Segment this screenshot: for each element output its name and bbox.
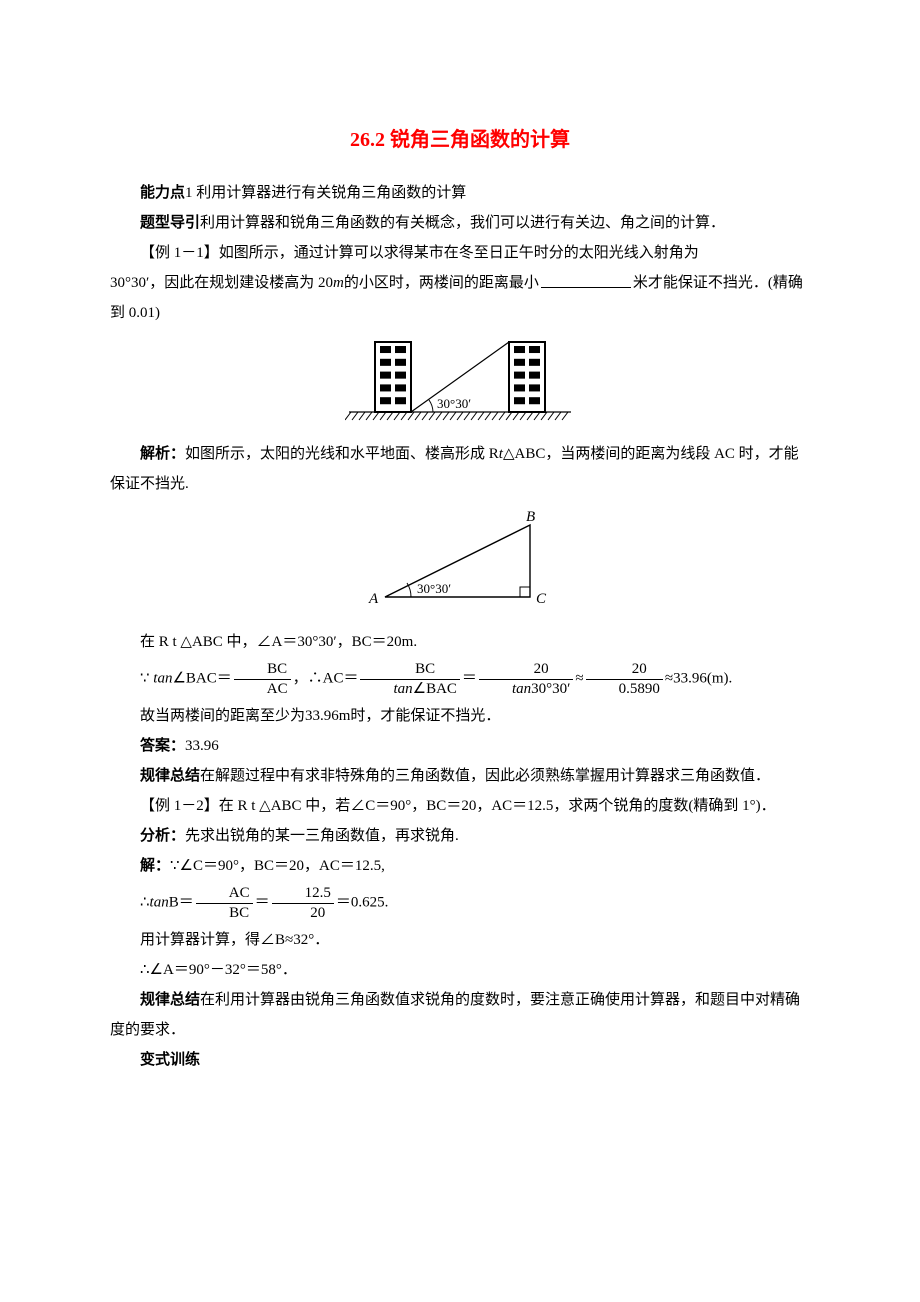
eq1-so: ，∴AC＝ <box>293 670 359 686</box>
eq1-tan: tan <box>153 670 172 686</box>
eq2-f1d: BC <box>196 903 253 922</box>
type-guide-label: 题型导引 <box>140 215 200 231</box>
rule-text-2: 在利用计算器由锐角三角函数值求锐角的度数时，要注意正确使用计算器，和题目中对精确… <box>110 992 800 1038</box>
angle-A-text: ∴∠A＝90°－32°＝58°． <box>140 962 297 978</box>
rule-summary-1: 规律总结在解题过程中有求非特殊角的三角函数值，因此必须熟练掌握用计算器求三角函数… <box>110 761 810 791</box>
eq1-f1d: AC <box>234 679 291 698</box>
rt-abc-text: 在 R t △ABC 中，∠A＝30°30′，BC＝20m. <box>140 634 417 650</box>
eq2-pre: ∴ <box>140 894 150 910</box>
analysis-2-label: 分析： <box>140 828 185 844</box>
figure-2: A B C 30°30′ <box>350 507 570 612</box>
svg-text:C: C <box>536 591 547 607</box>
example-1-1-line1: 【例 1－1】如图所示，通过计算可以求得某市在冬至日正午时分的太阳光线入射角为 <box>110 238 810 268</box>
in-rt-abc: 在 R t △ABC 中，∠A＝30°30′，BC＝20m. <box>110 627 810 657</box>
eq2-tan: tan <box>150 894 169 910</box>
example-1-1-line2: 30°30′，因此在规划建设楼高为 20m的小区时，两楼间的距离最小米才能保证不… <box>110 268 810 328</box>
eq2-frac-2: 12.520 <box>272 885 334 921</box>
solution-2: 解：∵∠C＝90°，BC＝20，AC＝12.5, <box>110 851 810 881</box>
eq2-B: B＝ <box>169 894 194 910</box>
eq1-tail: ≈33.96(m). <box>665 670 732 686</box>
conclusion-1-text: 故当两楼间的距离至少为33.96m时，才能保证不挡光． <box>140 708 500 724</box>
rule-label-2: 规律总结 <box>140 992 200 1008</box>
eq1-f2d-tan: tan <box>393 681 412 697</box>
ability-label: 能力点 <box>140 185 185 201</box>
example-1-2: 【例 1－2】在 R t △ABC 中，若∠C＝90°，BC＝20，AC＝12.… <box>110 791 810 821</box>
eq2-eq: ＝ <box>255 894 270 910</box>
analysis-2-text: 先求出锐角的某一三角函数值，再求锐角. <box>185 828 459 844</box>
eq1-eq: ＝ <box>462 670 477 686</box>
eq1-f1n: BC <box>234 661 291 679</box>
calc-result-text: 用计算器计算，得∠B≈32°． <box>140 932 329 948</box>
eq2-frac-1: ACBC <box>196 885 253 921</box>
eq2-tail: ＝0.625. <box>336 894 389 910</box>
analysis-1: 解析：如图所示，太阳的光线和水平地面、楼高形成 Rt△ABC，当两楼间的距离为线… <box>110 439 810 499</box>
eq1-f3d: tan30°30′ <box>479 679 573 698</box>
eq1-f4n: 20 <box>586 661 663 679</box>
eq2-f1n: AC <box>196 885 253 903</box>
type-guide: 题型导引利用计算器和锐角三角函数的有关概念，我们可以进行有关边、角之间的计算． <box>110 208 810 238</box>
svg-text:30°30′: 30°30′ <box>417 581 451 596</box>
ex11-text-a: 【例 1－1】如图所示，通过计算可以求得某市在冬至日正午时分的太阳光线入射角为 <box>140 245 699 261</box>
unit-m: m <box>333 275 344 291</box>
answer-1: 答案：33.96 <box>110 731 810 761</box>
ability-text: 1 利用计算器进行有关锐角三角函数的计算 <box>185 185 466 201</box>
equation-2: ∴tanB＝ACBC＝12.520＝0.625. <box>110 885 810 921</box>
variant-training: 变式训练 <box>110 1045 810 1075</box>
rule-text-1: 在解题过程中有求非特殊角的三角函数值，因此必须熟练掌握用计算器求三角函数值． <box>200 768 770 784</box>
angle-A: ∴∠A＝90°－32°＝58°． <box>110 955 810 985</box>
solution-text: ∵∠C＝90°，BC＝20，AC＝12.5, <box>170 858 385 874</box>
figure-1-wrap: 30°30′ <box>110 336 810 435</box>
conclusion-1: 故当两楼间的距离至少为33.96m时，才能保证不挡光． <box>110 701 810 731</box>
ex11-text-c: 的小区时，两楼间的距离最小 <box>344 275 539 291</box>
blank-underline <box>541 271 631 289</box>
analysis-text-a: 如图所示，太阳的光线和水平地面、楼高形成 R <box>185 446 499 462</box>
eq1-f3n: 20 <box>479 661 573 679</box>
equation-1: ∵ tan∠BAC＝BCAC，∴AC＝BCtan∠BAC＝20tan30°30′… <box>110 661 810 697</box>
eq1-frac-3: 20tan30°30′ <box>479 661 573 697</box>
eq1-f2d-rest: ∠BAC <box>413 681 457 697</box>
analysis-2: 分析：先求出锐角的某一三角函数值，再求锐角. <box>110 821 810 851</box>
eq1-f2d: tan∠BAC <box>360 679 459 698</box>
ex11-text-b: 30°30′，因此在规划建设楼高为 20 <box>110 275 333 291</box>
eq1-f4d: 0.5890 <box>586 679 663 698</box>
rule-summary-2: 规律总结在利用计算器由锐角三角函数值求锐角的度数时，要注意正确使用计算器，和题目… <box>110 985 810 1045</box>
variant-label: 变式训练 <box>140 1052 200 1068</box>
ex12-text: 【例 1－2】在 R t △ABC 中，若∠C＝90°，BC＝20，AC＝12.… <box>140 798 776 814</box>
ability-point: 能力点1 利用计算器进行有关锐角三角函数的计算 <box>110 178 810 208</box>
eq1-pre: ∵ <box>140 670 150 686</box>
eq2-f2d: 20 <box>272 903 334 922</box>
section-title: 26.2 锐角三角函数的计算 <box>110 120 810 160</box>
eq2-f2n: 12.5 <box>272 885 334 903</box>
page: 26.2 锐角三角函数的计算 能力点1 利用计算器进行有关锐角三角函数的计算 题… <box>0 0 920 1135</box>
eq1-approx: ≈ <box>575 670 583 686</box>
eq1-ang: ∠BAC＝ <box>172 670 231 686</box>
answer-value: 33.96 <box>185 738 219 754</box>
answer-label: 答案： <box>140 738 185 754</box>
svg-text:B: B <box>526 509 535 525</box>
calc-result: 用计算器计算，得∠B≈32°． <box>110 925 810 955</box>
eq1-f2n: BC <box>360 661 459 679</box>
eq1-frac-1: BCAC <box>234 661 291 697</box>
svg-text:30°30′: 30°30′ <box>437 396 471 411</box>
figure-1: 30°30′ <box>345 336 575 424</box>
type-guide-text: 利用计算器和锐角三角函数的有关概念，我们可以进行有关边、角之间的计算． <box>200 215 725 231</box>
analysis-label: 解析： <box>140 446 185 462</box>
eq1-f3d-rest: 30°30′ <box>531 681 570 697</box>
svg-text:A: A <box>368 591 379 607</box>
rule-label-1: 规律总结 <box>140 768 200 784</box>
eq1-f3d-tan: tan <box>512 681 531 697</box>
eq1-frac-4: 200.5890 <box>586 661 663 697</box>
solution-label: 解： <box>140 858 170 874</box>
eq1-frac-2: BCtan∠BAC <box>360 661 459 697</box>
figure-2-wrap: A B C 30°30′ <box>110 507 810 623</box>
